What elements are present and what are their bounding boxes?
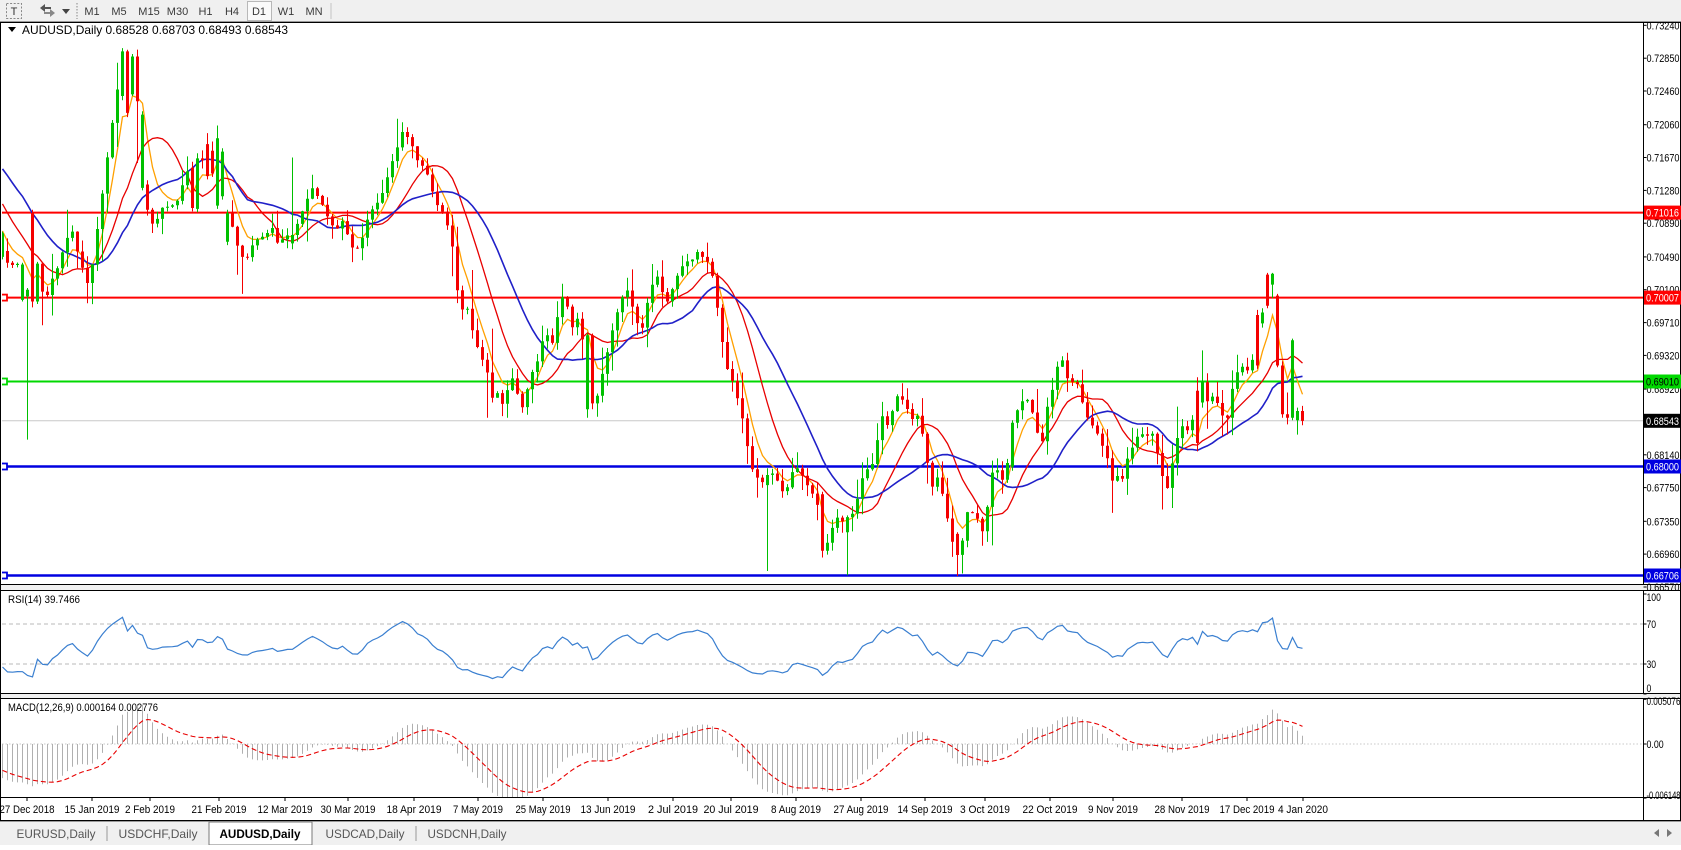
svg-text:M30: M30 (167, 6, 188, 18)
svg-text:18 Apr 2019: 18 Apr 2019 (387, 804, 442, 816)
svg-text:RSI(14) 39.7466: RSI(14) 39.7466 (8, 594, 80, 606)
svg-text:0.005076: 0.005076 (1647, 696, 1681, 708)
svg-text:H4: H4 (225, 6, 239, 18)
svg-text:27 Aug 2019: 27 Aug 2019 (834, 804, 889, 816)
svg-text:4 Jan 2020: 4 Jan 2020 (1278, 804, 1328, 816)
svg-text:MACD(12,26,9) 0.000164 0.00277: MACD(12,26,9) 0.000164 0.002776 (8, 702, 158, 714)
svg-text:0.00: 0.00 (1647, 739, 1664, 751)
svg-text:0.66570: 0.66570 (1647, 582, 1680, 594)
svg-text:0.71670: 0.71670 (1647, 153, 1680, 165)
svg-text:H1: H1 (198, 6, 212, 18)
svg-text:2 Jul 2019: 2 Jul 2019 (648, 804, 698, 816)
svg-text:27 Dec 2018: 27 Dec 2018 (0, 804, 55, 816)
svg-text:0.73240: 0.73240 (1647, 20, 1680, 32)
svg-text:0.70490: 0.70490 (1647, 252, 1680, 264)
svg-text:0.70890: 0.70890 (1647, 218, 1680, 230)
svg-text:0.72850: 0.72850 (1647, 53, 1680, 65)
svg-text:12 Mar 2019: 12 Mar 2019 (258, 804, 313, 816)
svg-text:22 Oct 2019: 22 Oct 2019 (1023, 804, 1078, 816)
svg-text:0.69710: 0.69710 (1647, 318, 1680, 330)
svg-text:7 May 2019: 7 May 2019 (453, 804, 503, 816)
svg-text:2 Feb 2019: 2 Feb 2019 (125, 804, 175, 816)
svg-text:EURUSD,Daily: EURUSD,Daily (17, 827, 96, 841)
svg-text:17 Dec 2019: 17 Dec 2019 (1220, 804, 1275, 816)
svg-text:14 Sep 2019: 14 Sep 2019 (898, 804, 953, 816)
svg-text:0.71280: 0.71280 (1647, 185, 1680, 197)
svg-text:0.72060: 0.72060 (1647, 120, 1680, 132)
svg-text:0.66706: 0.66706 (1646, 571, 1679, 583)
svg-text:13 Jun 2019: 13 Jun 2019 (581, 804, 636, 816)
svg-text:100: 100 (1647, 592, 1661, 604)
svg-text:USDCHF,Daily: USDCHF,Daily (119, 827, 198, 841)
svg-text:0.71016: 0.71016 (1646, 208, 1679, 220)
svg-text:30 Mar 2019: 30 Mar 2019 (321, 804, 376, 816)
svg-text:USDCAD,Daily: USDCAD,Daily (326, 827, 405, 841)
svg-text:0.68000: 0.68000 (1646, 462, 1679, 474)
svg-text:28 Nov 2019: 28 Nov 2019 (1155, 804, 1210, 816)
svg-text:MN: MN (305, 6, 322, 18)
svg-text:AUDUSD,Daily: AUDUSD,Daily (220, 827, 301, 841)
svg-text:0.67750: 0.67750 (1647, 483, 1680, 495)
svg-text:D1: D1 (252, 6, 266, 18)
svg-text:USDCNH,Daily: USDCNH,Daily (428, 827, 507, 841)
svg-text:0.66960: 0.66960 (1647, 549, 1680, 561)
svg-text:21 Feb 2019: 21 Feb 2019 (192, 804, 247, 816)
svg-text:30: 30 (1647, 659, 1657, 671)
svg-text:0.69320: 0.69320 (1647, 350, 1680, 362)
svg-text:0.69010: 0.69010 (1646, 377, 1679, 389)
svg-text:W1: W1 (278, 6, 295, 18)
svg-text:15 Jan 2019: 15 Jan 2019 (65, 804, 120, 816)
svg-text:0.67350: 0.67350 (1647, 516, 1680, 528)
svg-text:0.72460: 0.72460 (1647, 86, 1680, 98)
svg-text:0.68140: 0.68140 (1647, 450, 1680, 462)
svg-text:9 Nov 2019: 9 Nov 2019 (1088, 804, 1138, 816)
svg-text:T: T (11, 6, 18, 18)
svg-text:20 Jul 2019: 20 Jul 2019 (704, 804, 759, 816)
svg-text:8 Aug 2019: 8 Aug 2019 (771, 804, 821, 816)
svg-text:0.68543: 0.68543 (1646, 416, 1679, 428)
svg-text:70: 70 (1647, 619, 1657, 631)
svg-text:0.70007: 0.70007 (1646, 293, 1679, 305)
svg-text:M1: M1 (84, 6, 99, 18)
svg-text:0: 0 (1647, 683, 1652, 695)
svg-text:M15: M15 (138, 6, 159, 18)
svg-text:M5: M5 (111, 6, 126, 18)
svg-text:3 Oct 2019: 3 Oct 2019 (960, 804, 1010, 816)
svg-text:25 May 2019: 25 May 2019 (516, 804, 571, 816)
svg-text:AUDUSD,Daily 0.68528 0.68703: AUDUSD,Daily 0.68528 0.68703 0.68493 0.6… (22, 23, 288, 37)
svg-text:-0.006148: -0.006148 (1647, 790, 1681, 802)
